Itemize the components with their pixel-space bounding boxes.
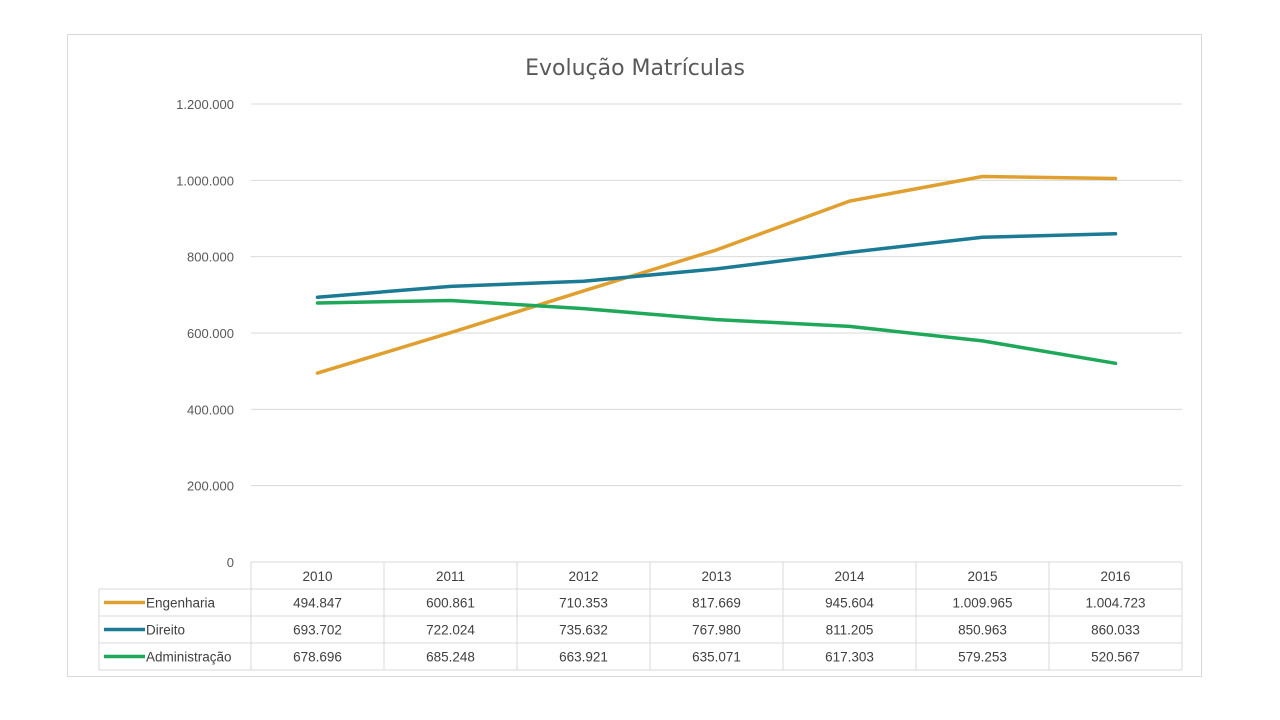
y-tick-label: 1.200.000: [176, 97, 234, 112]
y-axis-ticks: 0 200.000 400.000 600.000 800.000 1.000.000 1.…: [176, 97, 234, 570]
data-table-cell: 600.861: [426, 596, 475, 611]
legend-label: Administração: [146, 650, 232, 665]
data-table-cell: 767.980: [692, 623, 741, 638]
data-table-cell: 945.604: [825, 596, 874, 611]
x-tick-label: 2011: [436, 569, 465, 584]
data-table-cell: 811.205: [826, 623, 874, 638]
data-table-cell: 1.004.723: [1085, 596, 1145, 611]
x-tick-label: 2014: [834, 569, 865, 584]
data-table-cell: 678.696: [293, 650, 342, 665]
data-table-cell: 735.632: [559, 623, 608, 638]
legend-label: Engenharia: [146, 596, 216, 611]
y-tick-label: 200.000: [187, 479, 234, 494]
data-table-cell: 579.253: [958, 650, 1007, 665]
data-table-cell: 710.353: [559, 596, 608, 611]
data-table: 2010 2011 2012 2013 2014 2015 2016 Engenharia 49…: [98, 561, 1183, 671]
y-tick-label: 800.000: [187, 250, 234, 265]
y-tick-label: 400.000: [187, 402, 234, 417]
data-table-cell: 693.702: [293, 623, 342, 638]
data-table-cell: 685.248: [426, 650, 475, 665]
chart-frame: Evolução Matrículas 0 200.000 400.000 600.0…: [67, 34, 1202, 677]
legend-label: Direito: [146, 623, 185, 638]
data-table-cell: 494.847: [293, 596, 342, 611]
data-table-cell: 1.009.965: [952, 596, 1012, 611]
gridlines: [251, 103, 1182, 487]
x-tick-label: 2013: [701, 569, 731, 584]
series-line: [315, 174, 1118, 375]
data-table-cell: 817.669: [692, 596, 741, 611]
data-table-cell: 617.303: [825, 650, 874, 665]
data-table-cell: 850.963: [958, 623, 1007, 638]
data-table-cell: 635.071: [692, 650, 741, 665]
line-chart: Evolução Matrículas 0 200.000 400.000 600.0…: [98, 56, 1183, 671]
y-tick-label: 1.000.000: [176, 173, 234, 188]
series-lines: [315, 174, 1118, 375]
data-table-cell: 860.033: [1091, 623, 1140, 638]
chart-title: Evolução Matrículas: [525, 56, 745, 81]
x-tick-label: 2012: [568, 569, 598, 584]
data-table-cell: 663.921: [559, 650, 608, 665]
x-tick-label: 2010: [302, 569, 332, 584]
series-line: [315, 232, 1118, 299]
y-tick-label: 600.000: [187, 326, 234, 341]
y-tick-label: 0: [227, 555, 234, 570]
x-tick-label: 2016: [1100, 569, 1130, 584]
x-tick-label: 2015: [967, 569, 997, 584]
data-table-cell: 520.567: [1091, 650, 1140, 665]
data-table-cell: 722.024: [426, 623, 475, 638]
series-line: [315, 298, 1118, 366]
